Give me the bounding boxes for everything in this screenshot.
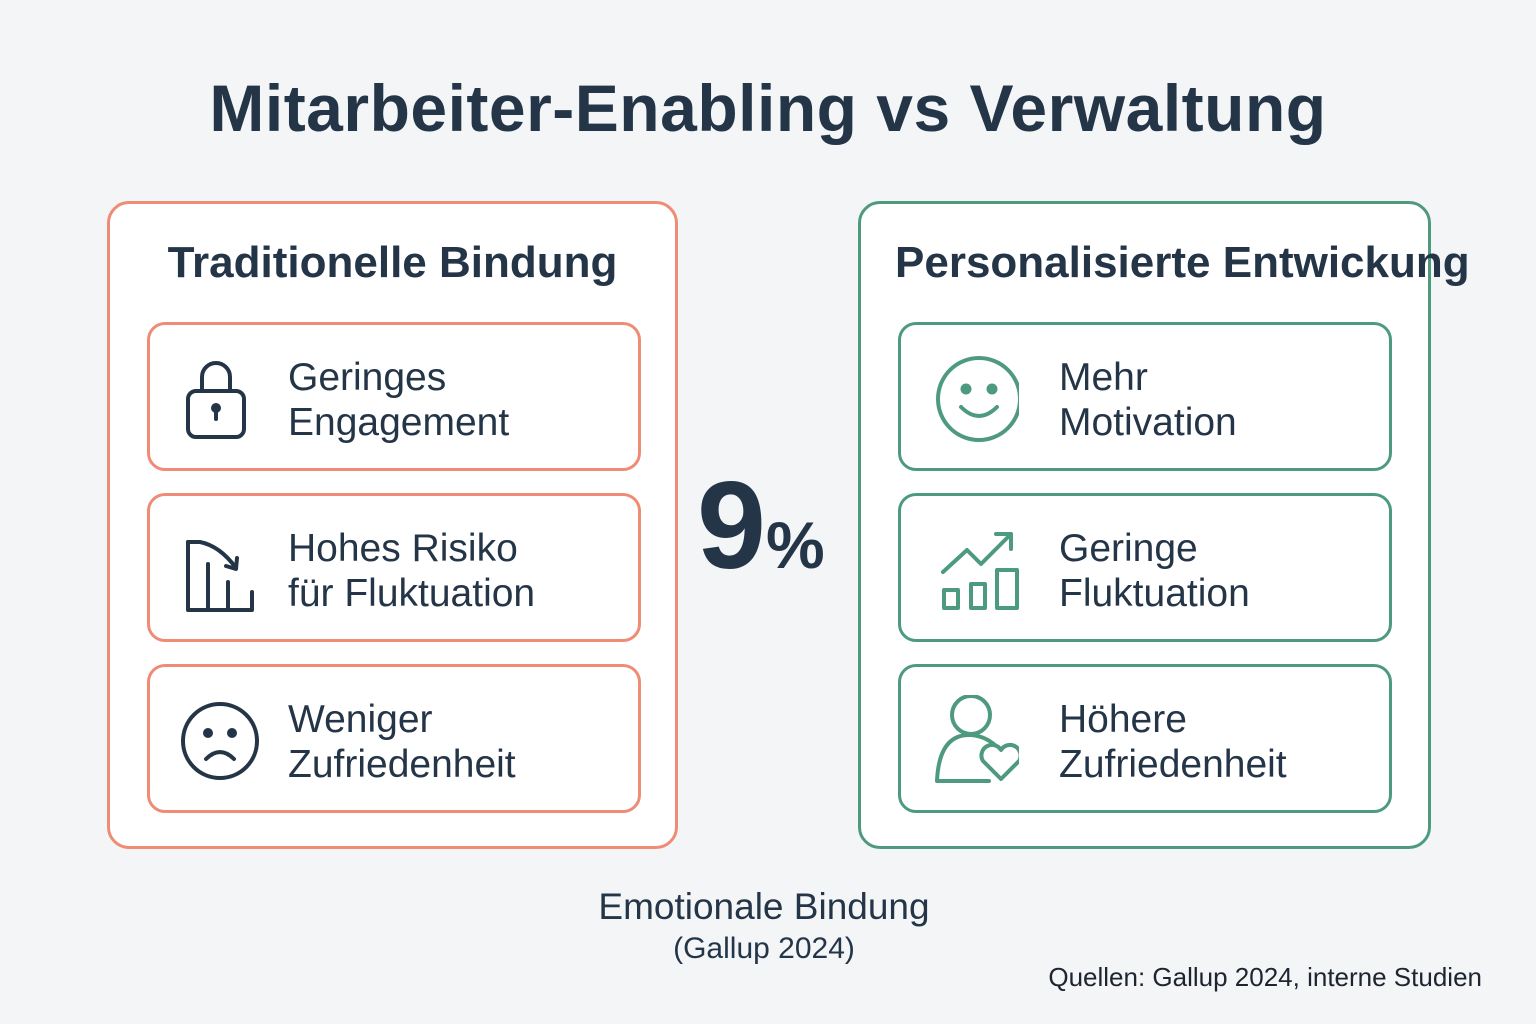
stat-label: Emotionale Bindung: [598, 886, 930, 927]
lock-icon: [186, 361, 246, 439]
growth-chart-icon: [941, 532, 1019, 610]
stat-unit: %: [765, 508, 825, 582]
card-line2: Zufriedenheit: [288, 743, 516, 786]
sources-note: Quellen: Gallup 2024, interne Studien: [1048, 962, 1482, 992]
stat-source: (Gallup 2024): [673, 932, 855, 965]
card-line2: Motivation: [1059, 401, 1237, 444]
card-high-risk: Hohes Risiko für Fluktuation: [147, 493, 641, 642]
card-line1: Mehr: [1059, 356, 1148, 399]
card-less-satisfaction: Weniger Zufriedenheit: [147, 664, 641, 813]
smiley-face-icon: [936, 356, 1019, 442]
engagement-stat: 9%: [697, 455, 825, 597]
panel-title: Traditionelle Bindung: [167, 238, 618, 287]
sad-face-icon: [181, 702, 259, 780]
card-line2: Engagement: [288, 401, 510, 444]
personalized-panel: Personalisierte Entwickung Mehr Motivatio…: [858, 201, 1470, 849]
page-title: Mitarbeiter-Enabling vs Verwaltung: [209, 71, 1327, 145]
person-heart-icon: [935, 695, 1019, 783]
card-line2: Fluktuation: [1059, 572, 1250, 615]
declining-chart-icon: [186, 540, 254, 612]
card-low-turnover: Geringe Fluktuation: [898, 493, 1392, 642]
panel-title: Personalisierte Entwickung: [895, 238, 1470, 287]
card-line2: Zufriedenheit: [1059, 743, 1287, 786]
card-line2: für Fluktuation: [288, 572, 536, 615]
card-line1: Geringes: [288, 356, 447, 399]
traditional-panel: Traditionelle Bindung Geringes Engagement…: [107, 201, 678, 849]
card-more-motivation: Mehr Motivation: [898, 322, 1392, 471]
card-low-engagement: Geringes Engagement: [147, 322, 641, 471]
card-line1: Weniger: [288, 698, 433, 741]
card-line1: Höhere: [1059, 698, 1187, 741]
card-line1: Hohes Risiko: [288, 527, 518, 570]
stat-number: 9: [697, 457, 766, 595]
card-higher-satisfaction: Höhere Zufriedenheit: [898, 664, 1392, 813]
card-line1: Geringe: [1059, 527, 1198, 570]
